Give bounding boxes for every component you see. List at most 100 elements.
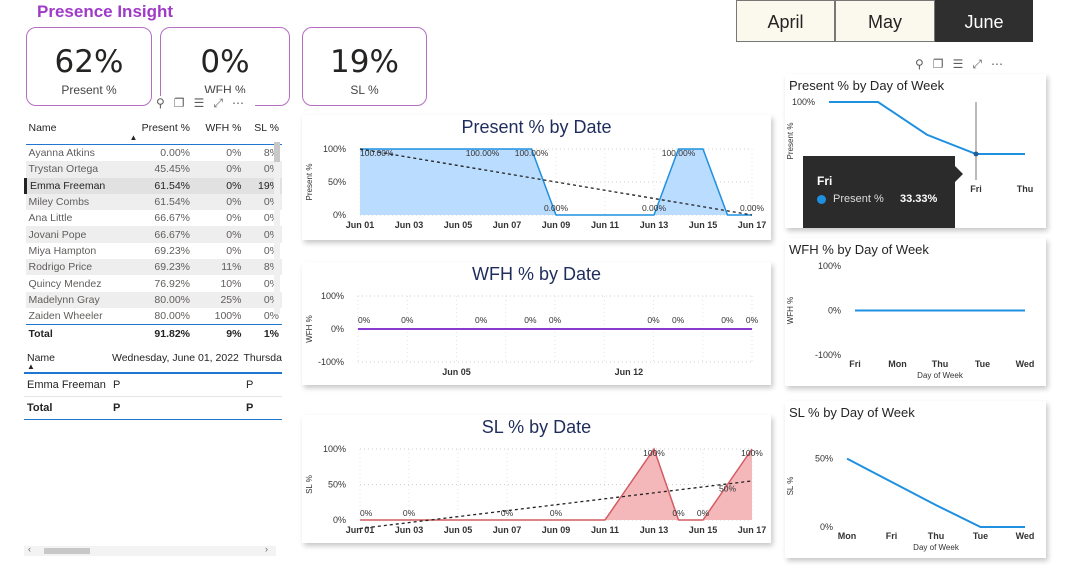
- filter-icon[interactable]: ☰: [193, 96, 214, 110]
- data-label: 100.00%: [360, 148, 394, 158]
- horizontal-scrollbar[interactable]: ‹ ›: [24, 544, 276, 556]
- table-row[interactable]: Zaiden Wheeler 80.00% 100% 0%: [26, 308, 283, 325]
- metric-cell: 76.92%: [154, 277, 191, 290]
- metric-cell: 0%: [226, 147, 242, 160]
- column-header-sl[interactable]: SL %: [244, 120, 282, 145]
- table-row[interactable]: Emma Freeman 61.54% 0% 19%: [23, 177, 282, 194]
- chart-title: WFH % by Date: [471, 264, 602, 284]
- matrix-header-name[interactable]: Name ▲: [24, 352, 112, 372]
- table-row[interactable]: Quincy Mendez 76.92% 10% 0%: [26, 275, 283, 291]
- data-label: 0%: [358, 315, 371, 325]
- scrollbar-thumb[interactable]: [44, 548, 90, 554]
- data-label: 100.00%: [515, 148, 549, 158]
- pin-icon[interactable]: ⚲: [156, 96, 174, 110]
- employee-name: Miya Hampton: [28, 244, 97, 257]
- chart-title: WFH % by Day of Week: [789, 242, 929, 257]
- y-tick-label: 50%: [328, 480, 346, 490]
- data-label: 0%: [746, 315, 759, 325]
- attendance-matrix[interactable]: Name ▲ Wednesday, June 01, 2022 Thursda E…: [24, 352, 282, 422]
- table-row[interactable]: Rodrigo Price 69.23% 11% 8%: [25, 259, 282, 276]
- table-row[interactable]: Jovani Pope 66.67% 0% 0%: [25, 226, 282, 243]
- x-tick-label: Thu: [928, 531, 945, 541]
- month-june-button[interactable]: June: [935, 0, 1033, 42]
- table-scrollbar[interactable]: [274, 142, 280, 314]
- more-icon[interactable]: ⋯: [990, 57, 1012, 71]
- table-row[interactable]: Trystan Ortega 45.45% 0% 0%: [25, 161, 282, 178]
- metric-cell: 80.00%: [154, 310, 191, 323]
- kpi-label: SL %: [350, 83, 379, 97]
- present-by-date-chart[interactable]: Present % by Date 0% 50% 100% Present % 100.…: [302, 115, 771, 240]
- chart-title: SL % by Day of Week: [789, 405, 915, 420]
- employee-name: Ayanna Atkins: [28, 147, 95, 160]
- sort-indicator-icon: ▲: [27, 362, 35, 371]
- copy-icon[interactable]: ❐: [932, 57, 953, 71]
- data-label: 0.00%: [740, 203, 765, 213]
- x-tick-label: Jun 09: [542, 525, 571, 535]
- x-tick-label: Jun 03: [395, 525, 424, 535]
- y-tick-label: -100%: [815, 350, 841, 360]
- metric-cell: 100%: [214, 310, 242, 323]
- chart-svg: -100% 0% 100% WFH % Fri Mon Thu Tue Wed Day of We…: [786, 261, 1035, 380]
- metric-cell: 25%: [193, 291, 245, 308]
- table-row[interactable]: Ayanna Atkins 0.00% 0% 8%: [26, 145, 283, 162]
- y-axis-label: WFH %: [786, 297, 795, 325]
- table-row[interactable]: Miya Hampton 69.23% 0% 0%: [26, 243, 283, 259]
- more-icon[interactable]: ⋯: [231, 96, 253, 110]
- y-tick-label: 50%: [815, 454, 833, 464]
- data-label: 100.00%: [466, 148, 500, 158]
- sl-by-weekday-chart[interactable]: SL % by Day of Week 0% 50% SL % Mon Fri Thu Tu…: [785, 401, 1046, 558]
- kpi-card-wfh[interactable]: 0% WFH %: [160, 27, 290, 106]
- kpi-label: Present %: [61, 83, 117, 97]
- series-line: [360, 148, 752, 216]
- present-by-weekday-chart[interactable]: Present % by Day of Week 100% Present % Fr…: [785, 74, 1046, 228]
- metric-cell: 10%: [220, 277, 242, 290]
- month-may-button[interactable]: May: [835, 0, 935, 42]
- x-tick-label: Fri: [970, 184, 982, 194]
- visual-header-icons: ⚲❐☰⤢⋯: [154, 96, 255, 111]
- employee-name: Madelynn Gray: [25, 291, 127, 308]
- employee-name: Rodrigo Price: [25, 259, 127, 276]
- matrix-header-date[interactable]: Thursda: [243, 352, 282, 364]
- data-label: 0%: [672, 508, 685, 518]
- metric-cell: 0%: [193, 177, 245, 194]
- column-header-present[interactable]: Present % ▲: [126, 120, 194, 145]
- tooltip-title: Fri: [817, 174, 833, 188]
- metric-cell: 66.67%: [154, 212, 191, 225]
- data-label: 0%: [475, 315, 488, 325]
- scrollbar-thumb[interactable]: [274, 142, 280, 162]
- sort-indicator-icon: ▲: [129, 133, 138, 142]
- y-tick-label: 100%: [321, 291, 344, 301]
- metric-cell: 11%: [193, 259, 245, 276]
- pin-icon[interactable]: ⚲: [915, 57, 933, 71]
- scroll-right-icon[interactable]: ›: [265, 544, 268, 554]
- scroll-left-icon[interactable]: ‹: [28, 544, 31, 554]
- x-tick-label: Wed: [1016, 359, 1035, 369]
- metric-cell: 19%: [244, 177, 282, 194]
- table-row[interactable]: Miley Combs 61.54% 0% 0%: [25, 193, 282, 211]
- series-line: [360, 447, 753, 521]
- x-tick-label: Wed: [1016, 531, 1035, 541]
- month-april-button[interactable]: April: [736, 0, 835, 42]
- focus-icon[interactable]: ⤢: [972, 57, 991, 71]
- data-label: 0.00%: [544, 203, 569, 213]
- filter-icon[interactable]: ☰: [952, 57, 973, 71]
- sl-by-date-chart[interactable]: SL % by Date 0% 50% 100% SL % 0% 0% 0% 0% 100% 0%…: [302, 415, 771, 543]
- wfh-by-weekday-chart[interactable]: WFH % by Day of Week -100% 0% 100% WFH % Fri…: [785, 238, 1046, 386]
- employee-name: Emma Freeman: [23, 177, 127, 194]
- focus-icon[interactable]: ⤢: [213, 96, 232, 110]
- y-axis-label: WFH %: [305, 315, 314, 343]
- column-header-wfh[interactable]: WFH %: [193, 120, 245, 145]
- employee-table[interactable]: Name Present % ▲ WFH % SL % Ayanna Atkins…: [23, 120, 283, 344]
- kpi-card-sl[interactable]: 19% SL %: [302, 27, 427, 106]
- table-row[interactable]: Ana Little 66.67% 0% 0%: [26, 210, 283, 226]
- wfh-by-date-chart[interactable]: WFH % by Date -100% 0% 100% WFH % 0% 0% 0% 0% 0%…: [302, 262, 771, 385]
- employee-name: Quincy Mendez: [28, 277, 102, 290]
- copy-icon[interactable]: ❐: [173, 96, 194, 110]
- kpi-card-present[interactable]: 62% Present %: [26, 27, 152, 106]
- metric-cell: 0%: [226, 244, 242, 257]
- matrix-header-date[interactable]: Wednesday, June 01, 2022: [112, 352, 239, 364]
- matrix-row: Emma Freeman P P: [24, 374, 282, 397]
- column-header-name[interactable]: Name: [25, 120, 127, 145]
- series-line: [846, 457, 1025, 528]
- table-row[interactable]: Madelynn Gray 80.00% 25% 0%: [25, 291, 282, 308]
